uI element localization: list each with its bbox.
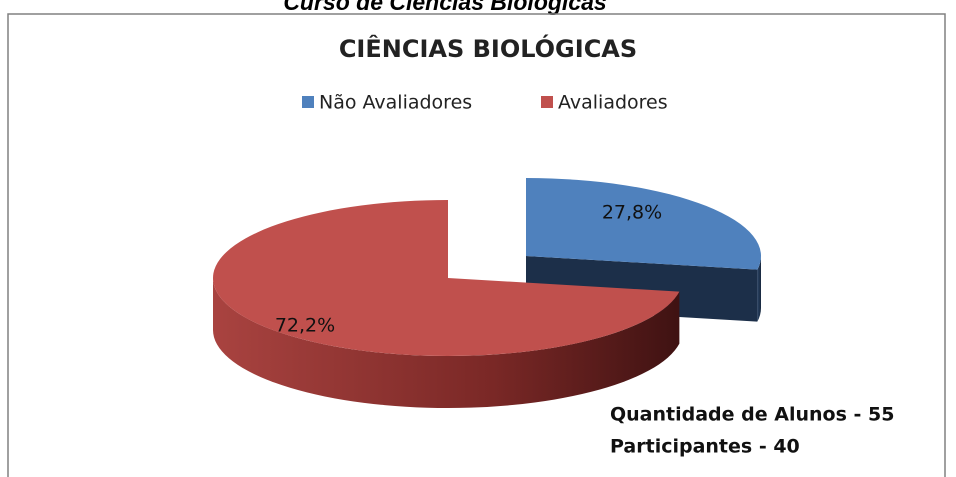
chart-frame [7,13,946,477]
legend: Não Avaliadores Avaliadores [302,92,668,114]
annotation: Quantidade de Alunos - 55 [610,404,894,426]
pie-slice [213,200,680,408]
data-label: 72,2% [275,315,335,337]
page-title: Curso de Ciências Biológicas [283,0,606,15]
slice-side [213,278,680,408]
legend-label: Avaliadores [558,92,668,114]
pie: 27,8% 72,2% [213,178,761,408]
annotation: Participantes - 40 [610,436,800,458]
slice-side [757,256,761,322]
legend-swatch [302,96,314,108]
chart-title: CIÊNCIAS BIOLÓGICAS [339,33,637,63]
data-label: 27,8% [602,202,662,224]
legend-label: Não Avaliadores [319,92,472,114]
slice-top [526,178,761,270]
legend-swatch [541,96,553,108]
slice-top [213,200,680,356]
